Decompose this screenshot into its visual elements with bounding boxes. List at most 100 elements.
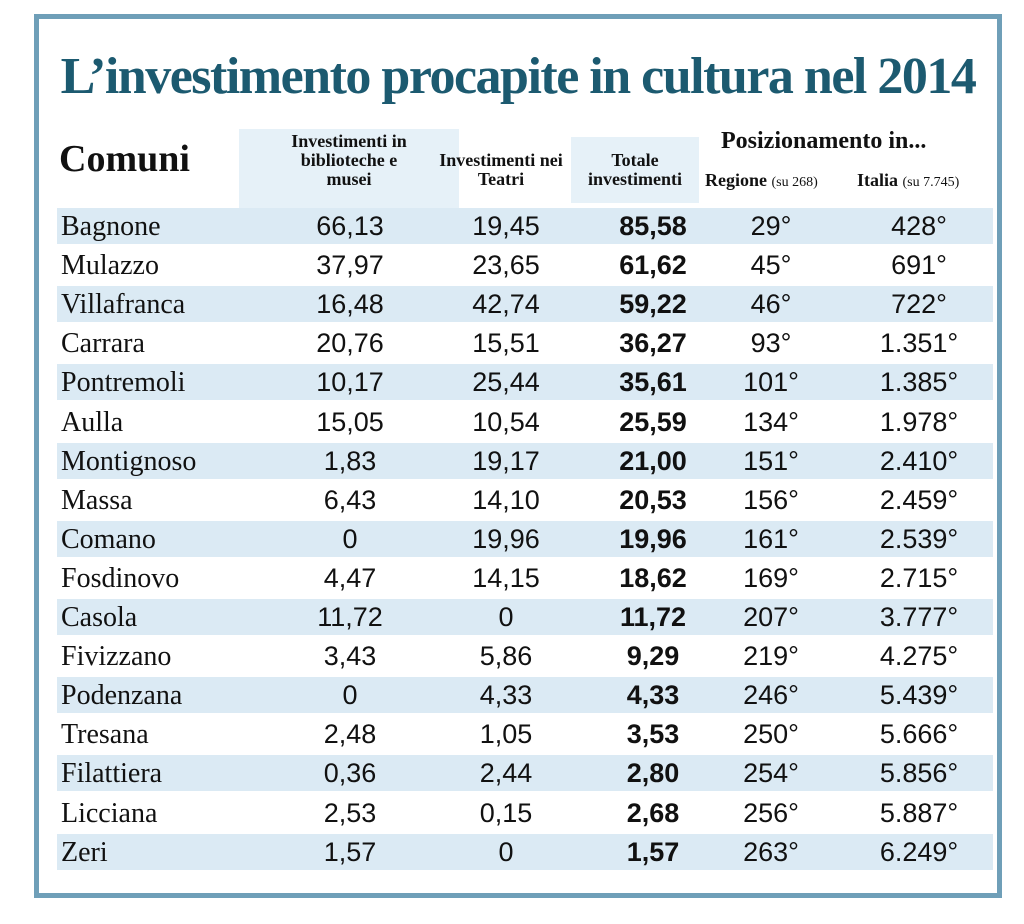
- totale-cell: 4,33: [626, 680, 680, 711]
- teatri-cell: 1,05: [479, 719, 533, 750]
- biblioteche-cell: 2,48: [323, 719, 377, 750]
- teatri-cell: 0: [498, 836, 514, 867]
- header-totale: Totale investimenti: [588, 150, 682, 189]
- totale-cell: 21,00: [619, 445, 687, 476]
- regione-rank-cell: 219°: [743, 641, 799, 672]
- comune-name-cell: Mulazzo: [61, 250, 159, 282]
- comune-name-cell: Casola: [61, 602, 138, 633]
- biblioteche-cell: 15,05: [316, 406, 384, 437]
- biblioteche-cell: 16,48: [316, 289, 384, 320]
- italia-rank-cell: 5.856°: [879, 758, 959, 789]
- biblioteche-cell: 1,57: [323, 836, 377, 867]
- header-italia-label: Italia: [857, 170, 899, 190]
- italia-rank-cell: 4.275°: [879, 641, 959, 672]
- italia-rank-cell: 1.978°: [879, 406, 959, 437]
- header-italia-note: (su 7.745): [902, 175, 960, 190]
- totale-cell: 85,58: [619, 211, 687, 241]
- biblioteche-cell: 0: [342, 680, 358, 711]
- comune-name-cell: Montignoso: [61, 445, 197, 477]
- totale-cell: 35,61: [619, 367, 687, 398]
- totale-cell: 18,62: [619, 562, 687, 593]
- header-posizionamento: Posizionamento in...: [721, 128, 927, 154]
- totale-cell: 1,57: [626, 836, 680, 867]
- regione-rank-cell: 29°: [750, 211, 792, 241]
- biblioteche-cell: 10,17: [316, 367, 384, 398]
- italia-rank-cell: 2.459°: [879, 484, 959, 515]
- italia-rank-cell: 428°: [891, 211, 947, 241]
- biblioteche-cell: 6,43: [323, 484, 377, 515]
- regione-rank-cell: 207°: [743, 602, 799, 632]
- italia-rank-cell: 5.666°: [879, 719, 959, 750]
- italia-rank-cell: 5.439°: [879, 680, 959, 711]
- totale-cell: 59,22: [619, 289, 687, 320]
- comune-name-cell: Bagnone: [61, 211, 161, 242]
- comune-name-cell: Fosdinovo: [61, 562, 180, 594]
- totale-cell: 2,68: [626, 797, 680, 828]
- header-biblioteche: Investimenti in biblioteche e musei: [291, 131, 407, 189]
- regione-rank-cell: 134°: [743, 406, 799, 437]
- totale-cell: 3,53: [626, 719, 680, 750]
- totale-cell: 61,62: [619, 250, 687, 281]
- biblioteche-cell: 66,13: [316, 211, 384, 241]
- comune-name-cell: Comano: [61, 523, 156, 555]
- header-bg-biblioteche: [239, 129, 459, 209]
- regione-rank-cell: 256°: [743, 797, 799, 828]
- regione-rank-cell: 161°: [743, 523, 799, 554]
- comune-name-cell: Podenzana: [61, 680, 183, 712]
- teatri-cell: 4,33: [479, 680, 533, 711]
- totale-cell: 2,80: [626, 758, 680, 789]
- teatri-cell: 19,45: [472, 211, 540, 241]
- teatri-cell: 2,44: [479, 758, 533, 789]
- totale-cell: 9,29: [626, 641, 680, 672]
- teatri-cell: 0,15: [479, 797, 533, 828]
- regione-rank-cell: 101°: [743, 367, 799, 398]
- teatri-cell: 14,15: [472, 562, 540, 593]
- teatri-cell: 14,10: [472, 484, 540, 515]
- regione-rank-cell: 169°: [743, 562, 799, 593]
- biblioteche-cell: 1,83: [323, 445, 377, 476]
- regione-rank-cell: 45°: [750, 250, 792, 281]
- biblioteche-cell: 11,72: [317, 602, 383, 632]
- regione-rank-cell: 250°: [743, 719, 799, 750]
- header-regione-label: Regione: [705, 170, 767, 190]
- comune-name-cell: Zeri: [61, 836, 108, 868]
- teatri-cell: 25,44: [472, 367, 540, 398]
- italia-rank-cell: 722°: [891, 289, 947, 320]
- regione-rank-cell: 156°: [743, 484, 799, 515]
- italia-rank-cell: 5.887°: [879, 797, 959, 828]
- comune-name-cell: Pontremoli: [61, 367, 186, 399]
- totale-cell: 20,53: [619, 484, 687, 515]
- biblioteche-cell: 3,43: [323, 641, 377, 672]
- header-regione-note: (su 268): [771, 175, 818, 190]
- totale-cell: 19,96: [619, 523, 687, 554]
- table-title: L’investimento procapite in cultura nel …: [60, 48, 977, 105]
- teatri-cell: 42,74: [472, 289, 540, 320]
- biblioteche-cell: 2,53: [323, 797, 377, 828]
- comune-name-cell: Fivizzano: [61, 641, 172, 673]
- totale-cell: 25,59: [619, 406, 687, 437]
- regione-rank-cell: 254°: [743, 758, 799, 789]
- teatri-cell: 15,51: [472, 328, 540, 359]
- header-comuni: Comuni: [59, 138, 190, 180]
- biblioteche-cell: 20,76: [316, 328, 384, 359]
- totale-cell: 11,72: [619, 602, 687, 632]
- regione-rank-cell: 93°: [750, 328, 792, 359]
- teatri-cell: 19,96: [472, 523, 540, 554]
- italia-rank-cell: 6.249°: [879, 836, 959, 867]
- header-italia: Italia (su 7.745): [857, 171, 959, 192]
- teatri-cell: 0: [498, 602, 514, 632]
- italia-rank-cell: 691°: [891, 250, 947, 281]
- comune-name-cell: Tresana: [61, 719, 149, 751]
- header-bg-totale: [571, 137, 699, 203]
- italia-rank-cell: 3.777°: [879, 602, 959, 632]
- table-frame: L’investimento procapite in cultura nel …: [34, 14, 1002, 898]
- regione-rank-cell: 246°: [743, 680, 799, 711]
- comune-name-cell: Aulla: [61, 406, 124, 438]
- biblioteche-cell: 37,97: [316, 250, 384, 281]
- italia-rank-cell: 2.410°: [879, 445, 959, 476]
- teatri-cell: 19,17: [472, 445, 540, 476]
- header-teatri: Investimenti nei Teatri: [439, 150, 563, 189]
- teatri-cell: 23,65: [472, 250, 540, 281]
- comune-name-cell: Licciana: [61, 797, 158, 829]
- italia-rank-cell: 2.715°: [879, 562, 959, 593]
